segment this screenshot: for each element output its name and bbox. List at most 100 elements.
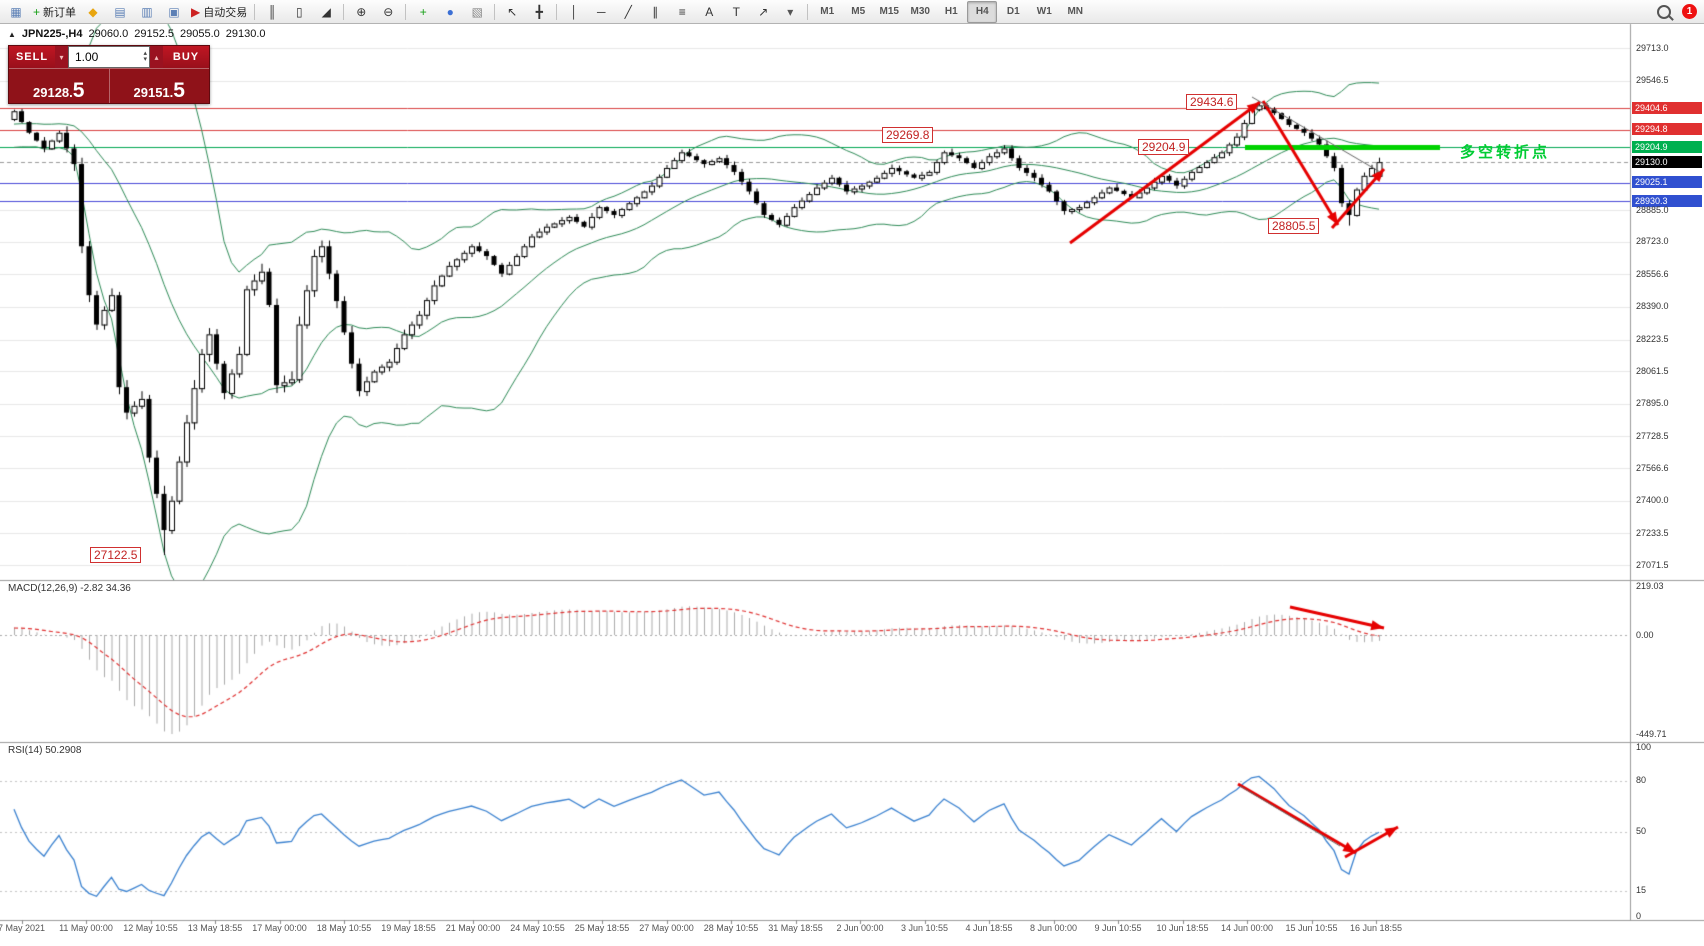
time-axis-label: 19 May 18:55 bbox=[381, 923, 436, 933]
toolbar-zoom-out-icon[interactable]: ⊖ bbox=[375, 1, 401, 23]
toolbar-label-tool-icon[interactable]: T bbox=[723, 1, 749, 23]
channel-icon: ∥ bbox=[652, 4, 659, 19]
price-axis-label: 28223.5 bbox=[1636, 334, 1669, 345]
toolbar-chart-window-icon[interactable]: ▦ bbox=[3, 1, 29, 23]
zoom-in-icon: ⊕ bbox=[356, 4, 367, 19]
sell-price[interactable]: 29128. 5 bbox=[33, 79, 85, 102]
search-icon[interactable] bbox=[1651, 1, 1677, 23]
toolbar-trendline-icon[interactable]: ╱ bbox=[615, 1, 641, 23]
volume-spin-up-icon[interactable]: ▴ bbox=[143, 50, 147, 57]
new-order-button: + bbox=[33, 4, 41, 19]
volume-value: 1.00 bbox=[75, 50, 99, 64]
volume-spinner[interactable]: ▴ ▾ bbox=[143, 50, 147, 63]
price-axis-label: 27233.5 bbox=[1636, 527, 1669, 538]
timeframe-button-m1[interactable]: M1 bbox=[820, 6, 835, 17]
navigator-icon: ▥ bbox=[141, 4, 153, 19]
sell-button[interactable]: SELL bbox=[9, 46, 55, 68]
notification-badge[interactable]: 1 bbox=[1682, 4, 1697, 19]
time-axis-label: 13 May 18:55 bbox=[187, 923, 243, 933]
label-tool-icon: T bbox=[732, 4, 740, 19]
chart-window-icon: ▦ bbox=[10, 4, 22, 19]
buy-button[interactable]: BUY bbox=[163, 46, 209, 68]
rsi-indicator-label: RSI(14) 50.2908 bbox=[8, 745, 82, 756]
toolbar-separator bbox=[807, 3, 809, 20]
toolbar-market-watch-icon[interactable]: ◆ bbox=[80, 1, 106, 23]
toolbar-navigator-icon[interactable]: ▥ bbox=[134, 1, 160, 23]
macd-indicator-label: MACD(12,26,9) -2.82 34.36 bbox=[8, 583, 131, 594]
time-axis-label: 21 May 00:00 bbox=[445, 923, 501, 933]
timeframe-button-m15[interactable]: M15 bbox=[879, 6, 899, 17]
time-axis-label: 10 Jun 18:55 bbox=[1156, 923, 1209, 933]
toolbar-vertical-line-icon[interactable]: │ bbox=[561, 1, 587, 23]
time-axis-label: 7 May 2021 bbox=[0, 923, 46, 933]
toolbar-new-order-button[interactable]: + 新订单 bbox=[30, 1, 79, 23]
symbol-title: JPN225-,H4 bbox=[21, 28, 83, 40]
volume-field[interactable]: 1.00 ▴ ▾ bbox=[68, 46, 150, 68]
price-axis-label-highlight: 29025.1 bbox=[1632, 176, 1702, 189]
toolbar-crosshair-icon[interactable]: ╋ bbox=[526, 1, 552, 23]
toolbar-arrow-tool-icon[interactable]: ↗ bbox=[750, 1, 776, 23]
time-axis-label: 31 May 18:55 bbox=[768, 923, 823, 933]
timeframe-button-m30[interactable]: M30 bbox=[910, 6, 930, 17]
price-axis-label: 27895.0 bbox=[1636, 398, 1669, 409]
zoom-out-icon: ⊖ bbox=[383, 4, 394, 19]
toolbar-separator bbox=[556, 3, 558, 20]
toolbar-fibonacci-icon[interactable]: ≡ bbox=[669, 1, 695, 23]
price-axis-label: 28556.6 bbox=[1636, 268, 1669, 279]
toolbar-separator bbox=[494, 3, 496, 20]
add-indicator-icon: + bbox=[419, 4, 427, 19]
timeframe-button-mn[interactable]: MN bbox=[1067, 6, 1084, 17]
rsi-axis-label: 0 bbox=[1636, 910, 1642, 921]
time-axis-label: 8 Jun 00:00 bbox=[1029, 923, 1078, 933]
price-axis-label-highlight: 29294.8 bbox=[1632, 123, 1702, 136]
market-watch-icon: ◆ bbox=[88, 4, 98, 19]
toolbar-cursor-icon[interactable]: ↖ bbox=[499, 1, 525, 23]
price-axis-label: 27400.0 bbox=[1636, 495, 1669, 506]
toolbar-separator bbox=[405, 3, 407, 20]
time-axis-label: 2 Jun 00:00 bbox=[836, 923, 884, 933]
timeframe-button-h4[interactable]: H4 bbox=[967, 0, 998, 23]
symbol-info: ▲ JPN225-,H4 29060.0 29152.5 29055.0 291… bbox=[8, 28, 266, 40]
price-divider bbox=[108, 69, 110, 103]
time-axis[interactable]: 7 May 2021 11 May 00:00 12 May 10:55 13 May… bbox=[0, 920, 1630, 944]
main-toolbar: ▦ + 新订单 ◆ ▤ ▥ ▣ ▶ 自动交易 ║ ▯ ◢ ⊕ ⊖ + ● ▧ ↖ ╋ │ ─ ╱ ∥ ≡ A T ↗ ▾ M1 M5 M15… bbox=[0, 0, 1704, 24]
chart-note-text: 多空转折点 bbox=[1460, 144, 1551, 161]
collapse-panel-icon[interactable]: ▲ bbox=[8, 29, 16, 39]
data-window-icon: ▤ bbox=[114, 4, 126, 19]
volume-spin-down-icon[interactable]: ▾ bbox=[143, 56, 147, 63]
toolbar-algo-trading-button[interactable]: ▶ 自动交易 bbox=[188, 1, 250, 23]
toolbar-data-window-icon[interactable]: ▤ bbox=[107, 1, 133, 23]
time-axis-label: 9 Jun 10:55 bbox=[1094, 923, 1142, 933]
price-axis-label: 29546.5 bbox=[1636, 75, 1669, 86]
toolbar-candlestick-chart-icon[interactable]: ▯ bbox=[286, 1, 312, 23]
cursor-icon: ↖ bbox=[507, 4, 518, 19]
time-axis-label: 16 Jun 18:55 bbox=[1349, 923, 1403, 933]
rsi-axis-label: 15 bbox=[1636, 885, 1647, 896]
timeframe-button-d1[interactable]: D1 bbox=[1006, 6, 1020, 17]
price-axis-label: 29713.0 bbox=[1636, 42, 1669, 53]
time-axis-label: 25 May 18:55 bbox=[574, 923, 630, 933]
toolbar-zoom-in-icon[interactable]: ⊕ bbox=[348, 1, 374, 23]
toolbar-toolbox-icon[interactable]: ▣ bbox=[161, 1, 187, 23]
bar-open-value: 29060.0 bbox=[88, 28, 129, 40]
volume-decrease-button[interactable]: ▾ bbox=[55, 46, 68, 68]
toolbar-horizontal-line-icon[interactable]: ─ bbox=[588, 1, 614, 23]
toolbar-shapes-dropdown-icon[interactable]: ▾ bbox=[777, 1, 803, 23]
candlestick-chart-icon: ▯ bbox=[295, 4, 303, 19]
timeframe-button-w1[interactable]: W1 bbox=[1036, 6, 1052, 17]
toolbar-bar-chart-icon[interactable]: ║ bbox=[259, 1, 285, 23]
volume-increase-button[interactable]: ▴ bbox=[150, 46, 163, 68]
buy-price[interactable]: 29151. 5 bbox=[133, 79, 185, 102]
timeframe-button-h1[interactable]: H1 bbox=[944, 6, 958, 17]
toolbar-channel-icon[interactable]: ∥ bbox=[642, 1, 668, 23]
rsi-axis-label: 50 bbox=[1636, 826, 1647, 836]
bar-chart-icon: ║ bbox=[267, 4, 277, 19]
toolbar-period-clock-icon[interactable]: ● bbox=[437, 1, 463, 23]
timeframe-button-m5[interactable]: M5 bbox=[851, 6, 866, 17]
toolbar-add-indicator-icon[interactable]: + bbox=[410, 1, 436, 23]
toolbar-chart-properties-icon[interactable]: ▧ bbox=[464, 1, 490, 23]
toolbar-line-chart-icon[interactable]: ◢ bbox=[313, 1, 339, 23]
toolbar-text-tool-icon[interactable]: A bbox=[696, 1, 722, 23]
rsi-axis-label: 100 bbox=[1636, 741, 1652, 752]
